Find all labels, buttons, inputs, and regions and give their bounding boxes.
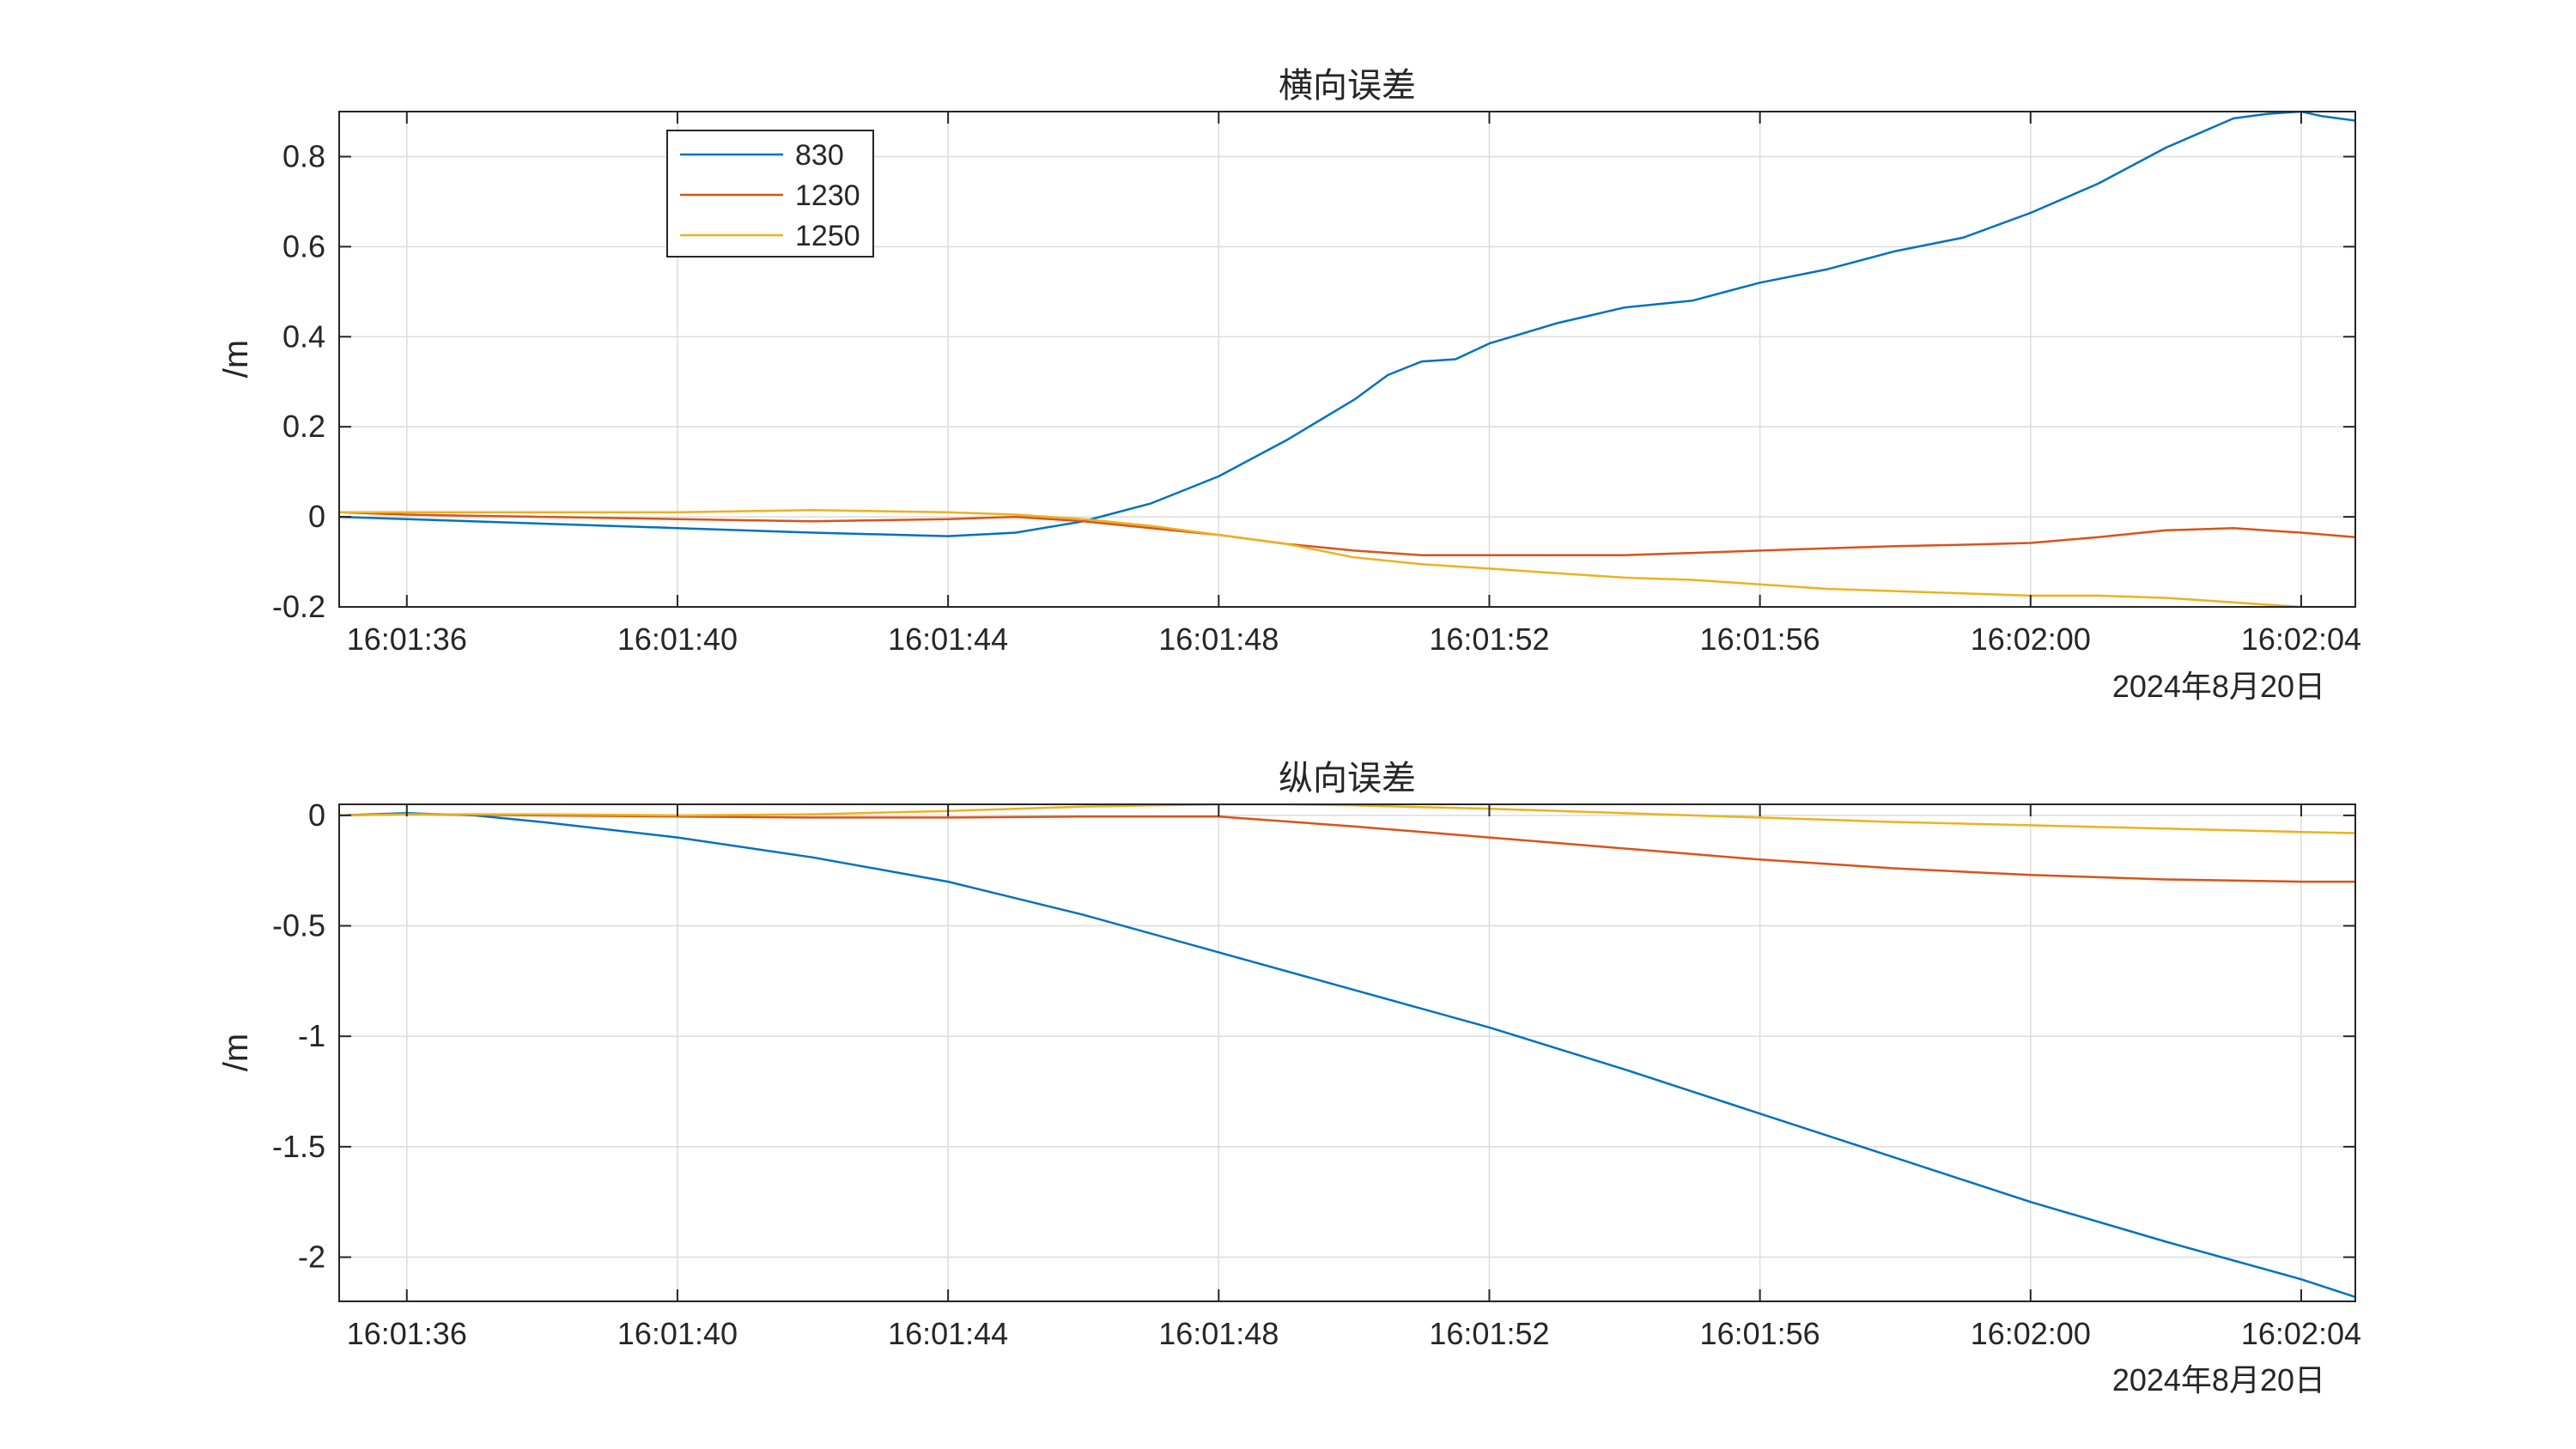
x-tick-label: 16:01:56 — [1700, 621, 1820, 657]
y-tick-label: 0 — [308, 797, 325, 833]
series-line-830 — [339, 112, 2355, 537]
x-tick-label: 16:01:48 — [1158, 1316, 1279, 1351]
y-tick-label: 0.4 — [283, 318, 325, 354]
series-line-830 — [339, 812, 2355, 1299]
chart-title: 纵向误差 — [1279, 760, 1416, 797]
x-tick-label: 16:01:40 — [617, 1316, 738, 1351]
y-tick-label: 0.6 — [283, 228, 325, 264]
ticks: 16:01:36 16:01:40 16:01:44 16:01:48 16:01:52… — [272, 797, 2361, 1351]
x-tick-label: 16:01:44 — [888, 621, 1008, 657]
series-group — [339, 112, 2355, 607]
y-tick-label: 0.2 — [283, 409, 325, 444]
x-tick-label: 16:01:52 — [1429, 621, 1549, 657]
y-axis-label: /m — [217, 1034, 255, 1071]
y-tick-label: 0 — [308, 499, 325, 534]
legend-label-830: 830 — [795, 139, 844, 172]
legend-label-1250: 1250 — [795, 220, 860, 252]
x-tick-label: 16:02:04 — [2241, 621, 2361, 657]
date-label: 2024年8月20日 — [2112, 1362, 2325, 1397]
axes-box — [338, 111, 2356, 608]
axes-box — [338, 803, 2356, 1302]
x-tick-label: 16:01:56 — [1700, 1316, 1820, 1351]
legend-label-1230: 1230 — [795, 179, 860, 212]
grid — [339, 804, 2355, 1301]
x-tick-label: 16:02:04 — [2241, 1316, 2361, 1351]
series-line-1230 — [339, 813, 2355, 883]
series-line-1250 — [339, 508, 2355, 607]
subplot-lateral-error: 16:01:36 16:01:40 16:01:44 16:01:48 16:01:52… — [217, 67, 2361, 704]
x-tick-label: 16:01:48 — [1158, 621, 1279, 657]
series-line-1230 — [339, 511, 2355, 556]
plot-area — [339, 804, 2355, 1301]
subplot-longitudinal-error: 16:01:36 16:01:40 16:01:44 16:01:48 16:01:52… — [217, 760, 2361, 1397]
chart-title: 横向误差 — [1279, 67, 1416, 105]
x-tick-label: 16:01:36 — [347, 621, 467, 657]
ticks: 16:01:36 16:01:40 16:01:44 16:01:48 16:01:52… — [272, 112, 2361, 657]
date-label: 2024年8月20日 — [2112, 669, 2325, 704]
x-tick-label: 16:01:52 — [1429, 1316, 1549, 1351]
plot-area — [339, 112, 2355, 607]
x-tick-label: 16:01:44 — [888, 1316, 1008, 1351]
x-tick-label: 16:01:36 — [347, 1316, 467, 1351]
x-tick-label: 16:02:00 — [1971, 621, 2091, 657]
y-tick-label: -0.5 — [272, 908, 325, 943]
y-tick-label: -2 — [298, 1240, 325, 1275]
y-tick-label: -0.2 — [272, 589, 325, 624]
x-tick-label: 16:02:00 — [1971, 1316, 2091, 1351]
y-tick-label: 0.8 — [283, 138, 325, 173]
legend: 830 1230 1250 — [666, 130, 874, 258]
y-tick-label: -1.5 — [272, 1129, 325, 1164]
x-tick-label: 16:01:40 — [617, 621, 738, 657]
y-tick-label: -1 — [298, 1018, 325, 1053]
y-axis-label: /m — [217, 340, 255, 378]
